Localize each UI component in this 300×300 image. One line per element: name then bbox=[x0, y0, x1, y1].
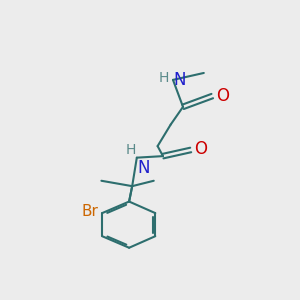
Text: N: N bbox=[173, 71, 186, 89]
Text: Br: Br bbox=[81, 204, 98, 219]
Text: H: H bbox=[125, 142, 136, 157]
Text: N: N bbox=[137, 159, 150, 177]
Text: O: O bbox=[194, 140, 207, 158]
Text: O: O bbox=[216, 87, 229, 105]
Text: H: H bbox=[158, 71, 169, 85]
